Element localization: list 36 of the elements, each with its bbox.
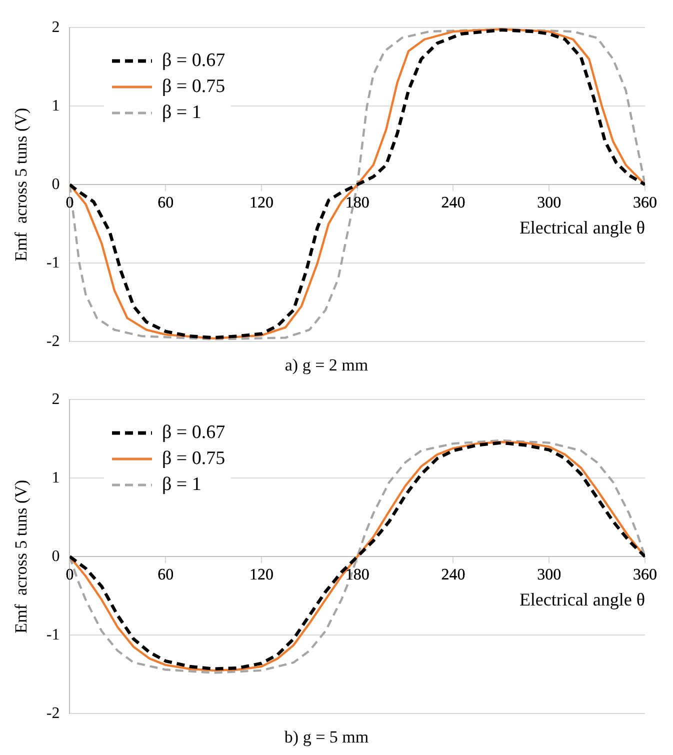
y-tick-label: 0 xyxy=(52,176,60,193)
legend-label: β = 0.75 xyxy=(162,76,226,98)
legend-label: β = 0.67 xyxy=(162,50,226,72)
y-tick-label: -1 xyxy=(46,254,60,272)
y-tick-label: 2 xyxy=(52,18,60,36)
y-tick-label: 1 xyxy=(52,97,60,114)
x-tick-label: 180 xyxy=(345,194,370,212)
y-tick-label: 2 xyxy=(52,390,60,408)
x-tick-label: 240 xyxy=(441,566,466,584)
legend-label: β = 0.67 xyxy=(162,422,226,444)
x-tick-label: 360 xyxy=(633,194,657,212)
x-tick-label: 240 xyxy=(441,194,466,212)
legend-label: β = 0.75 xyxy=(162,448,226,470)
y-tick-label: -1 xyxy=(46,626,60,644)
x-tick-label: 60 xyxy=(158,194,174,212)
text: b) g = 5 mm xyxy=(284,727,369,746)
x-tick-label: 180 xyxy=(345,566,370,584)
x-tick-label: 0 xyxy=(66,566,74,584)
x-axis-title: Electrical angle θ xyxy=(519,589,645,610)
y-axis-title: Emf across 5 tuns (V) xyxy=(12,108,31,262)
x-tick-label: 0 xyxy=(66,194,74,212)
y-tick-label: -2 xyxy=(46,704,60,722)
y-tick-label: 1 xyxy=(52,469,60,486)
y-axis-title: Emf across 5 tuns (V) xyxy=(12,480,31,634)
x-tick-label: 120 xyxy=(249,194,274,212)
x-tick-label: 300 xyxy=(537,566,562,584)
text: a) g = 2 mm xyxy=(284,355,368,374)
y-tick-label: -2 xyxy=(46,332,60,350)
y-tick-label: 0 xyxy=(52,548,60,565)
x-axis-title: Electrical angle θ xyxy=(519,217,645,238)
x-tick-label: 120 xyxy=(249,566,274,584)
legend-label: β = 1 xyxy=(162,474,202,496)
x-tick-label: 360 xyxy=(633,566,657,584)
legend-label: β = 1 xyxy=(162,102,202,124)
x-tick-label: 300 xyxy=(537,194,562,212)
x-tick-label: 60 xyxy=(158,566,174,584)
